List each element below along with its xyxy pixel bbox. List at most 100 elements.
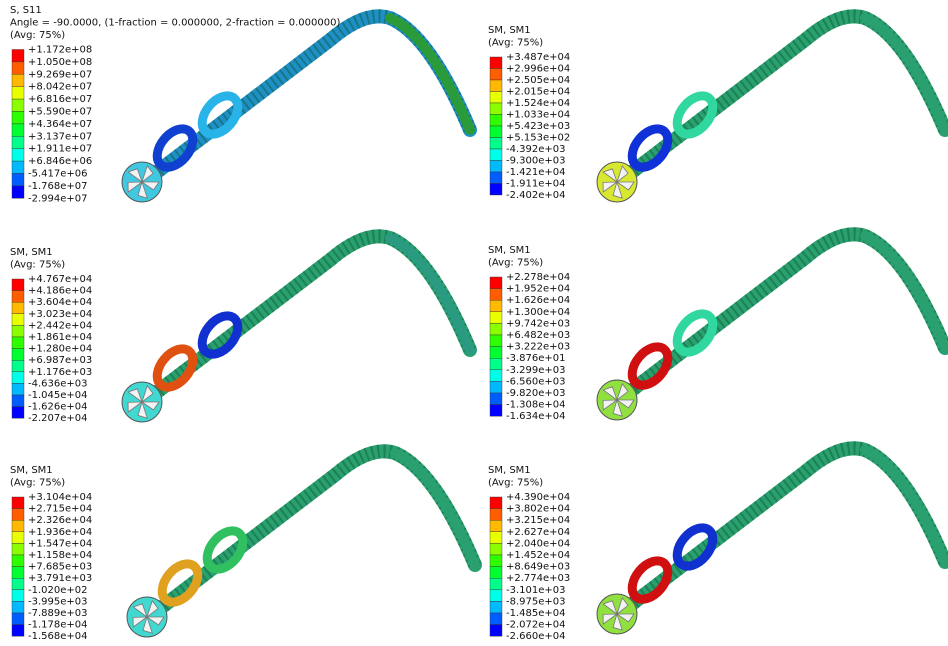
legend-label: -5.417e+06 <box>28 169 88 180</box>
stabilizer-ring <box>195 309 245 361</box>
stabilizer-ring <box>670 307 720 359</box>
legend-label: -2.660e+04 <box>506 631 566 642</box>
legend-label: +3.487e+04 <box>506 52 570 63</box>
legend-label: +9.269e+07 <box>28 69 92 80</box>
color-band <box>12 74 24 86</box>
stabilizer-ring <box>150 342 200 394</box>
legend-label: +1.050e+08 <box>28 57 92 68</box>
color-band <box>12 601 24 613</box>
legend-label: -1.178e+04 <box>28 620 88 631</box>
legend-header: SM, SM1 <box>10 247 53 258</box>
color-band <box>12 186 24 198</box>
color-band <box>490 393 502 405</box>
legend-label: +4.390e+04 <box>506 492 570 503</box>
legend-label: -9.300e+03 <box>506 156 566 167</box>
legend-label: +3.222e+03 <box>506 342 570 353</box>
color-band <box>12 567 24 579</box>
legend-label: +3.791e+03 <box>28 573 92 584</box>
legend-label: +3.604e+04 <box>28 297 92 308</box>
legend-label: +4.186e+04 <box>28 286 92 297</box>
legend-label: -2.072e+04 <box>506 620 566 631</box>
color-band <box>12 532 24 544</box>
panel: SM, SM1(Avg: 75%)+4.767e+04+4.186e+04+3.… <box>10 236 470 424</box>
color-band <box>12 578 24 590</box>
drill-string-tip <box>865 450 945 562</box>
legend-label: -3.299e+03 <box>506 365 566 376</box>
legend-header: SM, SM1 <box>10 465 53 476</box>
color-band <box>490 578 502 590</box>
legend-label: +3.137e+07 <box>28 131 92 142</box>
color-band <box>12 161 24 173</box>
legend-label: -3.995e+03 <box>28 596 88 607</box>
drill-string-tip <box>390 238 470 350</box>
color-band <box>490 126 502 138</box>
legend-label: -6.560e+03 <box>506 376 566 387</box>
legend-header: Angle = -90.0000, (1-fraction = 0.000000… <box>10 18 340 29</box>
color-band <box>490 358 502 370</box>
color-band <box>490 312 502 324</box>
color-band <box>12 543 24 555</box>
legend-label: +9.742e+03 <box>506 318 570 329</box>
color-band <box>490 80 502 92</box>
color-band <box>490 289 502 301</box>
legend-label: -1.911e+04 <box>506 179 566 190</box>
panel: SM, SM1(Avg: 75%)+2.278e+04+1.952e+04+1.… <box>488 234 945 422</box>
color-band <box>12 279 24 291</box>
legend-header: SM, SM1 <box>488 245 531 256</box>
legend-header: (Avg: 75%) <box>10 30 65 41</box>
color-band <box>12 314 24 326</box>
color-band <box>490 161 502 173</box>
legend-header: (Avg: 75%) <box>10 478 65 489</box>
color-band <box>490 347 502 359</box>
color-band <box>12 62 24 74</box>
color-band <box>490 69 502 81</box>
color-band <box>490 601 502 613</box>
legend-label: +1.861e+04 <box>28 332 92 343</box>
legend-label: +1.172e+08 <box>28 45 92 56</box>
legend-header: (Avg: 75%) <box>10 260 65 271</box>
color-band <box>12 136 24 148</box>
legend-label: -4.636e+03 <box>28 378 88 389</box>
legend-label: +2.627e+04 <box>506 527 570 538</box>
panel: SM, SM1(Avg: 75%)+4.390e+04+3.802e+04+3.… <box>488 448 945 642</box>
color-band <box>490 57 502 69</box>
color-band <box>12 383 24 395</box>
color-band <box>12 613 24 625</box>
drill-string-model <box>122 236 470 422</box>
color-band <box>490 172 502 184</box>
legend-label: +3.802e+04 <box>506 504 570 515</box>
legend-label: +2.774e+03 <box>506 573 570 584</box>
color-band <box>490 405 502 417</box>
legend-label: +1.952e+04 <box>506 284 570 295</box>
legend-label: +2.505e+04 <box>506 75 570 86</box>
color-band <box>490 92 502 104</box>
color-band <box>12 372 24 384</box>
legend-label: -9.820e+03 <box>506 388 566 399</box>
color-band <box>490 555 502 567</box>
color-band <box>12 302 24 314</box>
legend-label: +8.649e+03 <box>506 562 570 573</box>
color-band <box>12 360 24 372</box>
legend-label: -1.045e+04 <box>28 390 88 401</box>
legend-header: SM, SM1 <box>488 25 531 36</box>
stabilizer-ring <box>625 122 675 174</box>
color-band <box>490 520 502 532</box>
color-band <box>490 567 502 579</box>
legend-label: +3.104e+04 <box>28 492 92 503</box>
color-band <box>490 590 502 602</box>
legend-label: +2.040e+04 <box>506 538 570 549</box>
color-band <box>490 509 502 521</box>
legend-label: -8.975e+03 <box>506 596 566 607</box>
legend-label: +1.626e+04 <box>506 295 570 306</box>
color-band <box>490 277 502 289</box>
legend-label: -1.308e+04 <box>506 400 566 411</box>
drill-string-model <box>597 16 945 202</box>
color-band <box>490 115 502 127</box>
legend-label: +2.326e+04 <box>28 515 92 526</box>
legend-label: +2.278e+04 <box>506 272 570 283</box>
color-band <box>12 291 24 303</box>
color-band <box>12 349 24 361</box>
color-band <box>12 149 24 161</box>
color-band <box>12 99 24 111</box>
color-band <box>12 124 24 136</box>
